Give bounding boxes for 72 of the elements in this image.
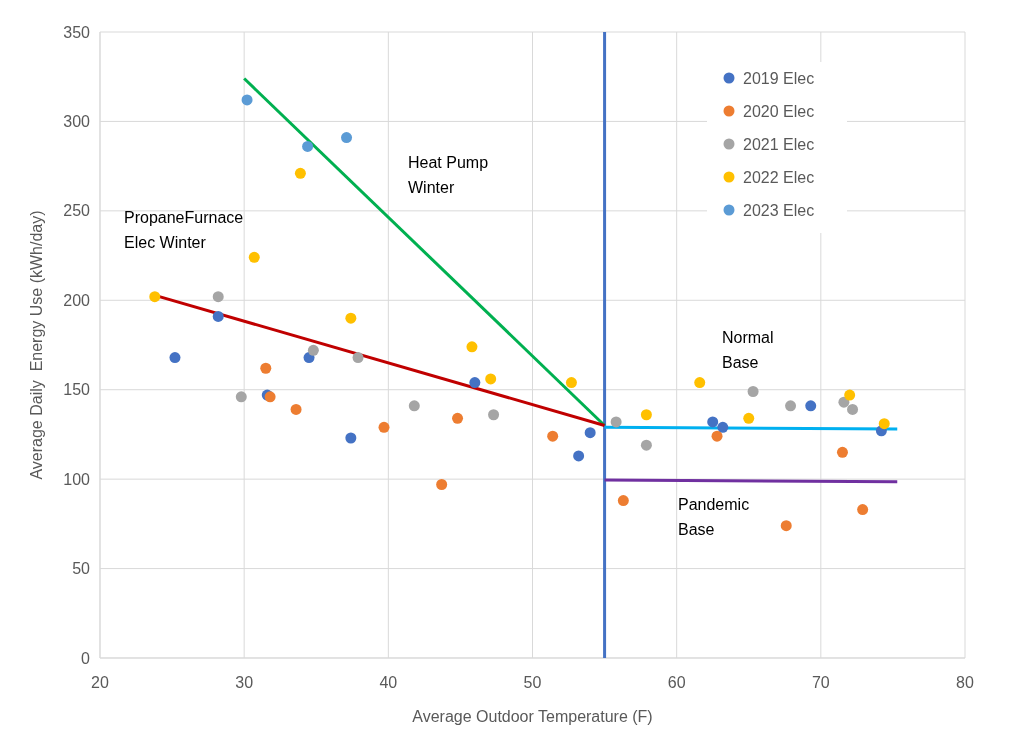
point: [805, 400, 817, 412]
point: [345, 312, 357, 324]
point: [378, 421, 390, 433]
point: [640, 409, 652, 421]
point: [169, 352, 181, 364]
legend-label: 2023 Elec: [743, 201, 815, 219]
x-tick-label: 20: [91, 674, 109, 691]
point: [302, 140, 314, 152]
point: [565, 377, 577, 389]
y-axis-title: Average Daily Energy Use (kWh/day): [28, 210, 45, 480]
y-tick-label: 350: [63, 23, 91, 41]
point: [707, 416, 719, 428]
legend-label: 2019 Elec: [743, 69, 815, 87]
point: [747, 386, 759, 397]
annotation: Pandemic Base: [678, 495, 750, 539]
point: [584, 427, 596, 439]
x-tick-label: 40: [379, 674, 398, 691]
legend-label: 2020 Elec: [743, 102, 815, 120]
point: [235, 391, 247, 403]
point: [717, 421, 729, 433]
y-tick-label: 250: [63, 202, 91, 220]
point: [836, 446, 848, 458]
point: [408, 400, 420, 412]
point: [547, 430, 559, 442]
x-axis-title: Average Outdoor Temperature (F): [412, 708, 653, 725]
point: [711, 430, 723, 442]
point: [452, 412, 464, 424]
y-tick-label: 200: [63, 291, 91, 309]
point: [241, 94, 253, 106]
point: [878, 418, 890, 430]
point: [466, 341, 478, 353]
annotation: Heat Pump Winter: [408, 153, 489, 197]
y-tick-label: 150: [63, 381, 91, 399]
point: [248, 251, 260, 263]
x-tick-label: 80: [956, 674, 974, 691]
annotation: PropaneFurnace Elec Winter: [124, 208, 244, 252]
x-tick-label: 50: [523, 674, 542, 691]
point: [785, 400, 797, 412]
point: [694, 377, 706, 389]
point: [573, 450, 585, 462]
y-tick-label: 0: [81, 649, 91, 667]
y-tick-label: 50: [72, 560, 91, 578]
y-tick-label: 300: [63, 113, 91, 131]
point: [260, 362, 272, 374]
point: [212, 291, 224, 303]
point: [847, 403, 859, 415]
x-tick-label: 30: [235, 674, 254, 691]
point: [640, 439, 652, 451]
point: [617, 495, 629, 507]
point: [780, 520, 792, 532]
point: [488, 409, 500, 421]
point: [294, 167, 306, 179]
x-tick-label: 60: [667, 674, 686, 691]
point: [485, 373, 497, 385]
point: [352, 352, 364, 364]
point: [610, 416, 622, 428]
x-tick-label: 70: [811, 674, 830, 691]
point: [743, 412, 755, 424]
y-tick-label: 100: [63, 470, 91, 488]
annotation: Normal Base: [722, 328, 774, 372]
point: [345, 432, 357, 444]
legend-label: 2022 Elec: [743, 168, 815, 186]
point: [290, 403, 302, 415]
point: [436, 479, 448, 491]
point: [341, 132, 353, 144]
point: [307, 344, 319, 356]
point: [469, 377, 481, 389]
point: [149, 291, 161, 303]
point: [844, 389, 856, 401]
point: [212, 310, 224, 322]
legend-label: 2021 Elec: [743, 135, 815, 153]
point: [857, 504, 869, 516]
